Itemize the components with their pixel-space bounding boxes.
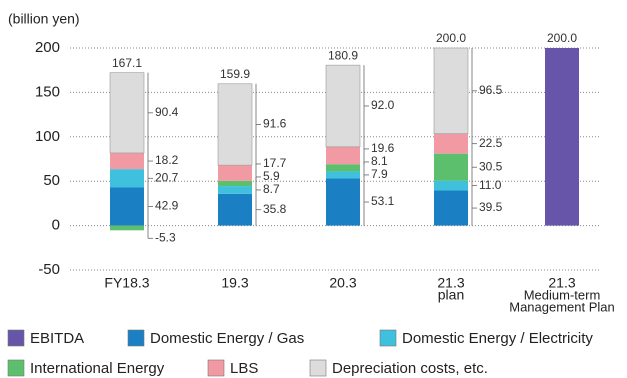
value-label: 42.9 <box>155 199 179 213</box>
bar-segment <box>218 180 252 187</box>
value-label: 96.5 <box>479 83 503 97</box>
x-tick-label: FY18.3 <box>104 275 149 291</box>
bar-segment <box>434 153 468 181</box>
x-tick-label: 21.3 <box>548 275 575 291</box>
x-tick-label: 21.3 <box>437 275 464 291</box>
value-label: 200.0 <box>547 31 577 45</box>
total-label: 167.1 <box>112 56 142 70</box>
value-label: 22.5 <box>479 136 503 150</box>
legend-swatch <box>7 359 25 377</box>
value-label: 39.5 <box>479 200 503 214</box>
x-tick-label: Medium-term <box>524 287 601 302</box>
bar-segment <box>218 186 252 194</box>
y-tick-label: 100 <box>35 128 60 145</box>
value-label: 17.7 <box>263 156 287 170</box>
bar-segment <box>434 190 468 226</box>
total-label: 159.9 <box>220 67 250 81</box>
value-label: 5.9 <box>263 169 280 183</box>
legend-swatch <box>127 329 145 347</box>
bar-segment <box>434 180 468 191</box>
value-label: 7.9 <box>371 167 388 181</box>
y-axis-label: (billion yen) <box>8 11 80 27</box>
value-label: 53.1 <box>371 194 395 208</box>
value-label: 35.8 <box>263 202 287 216</box>
bar-segment <box>218 165 252 181</box>
value-label: 8.7 <box>263 182 280 196</box>
total-label: 200.0 <box>436 31 466 45</box>
total-label: 180.9 <box>328 48 358 62</box>
bar-segment <box>545 48 579 226</box>
bar-segment <box>218 193 252 226</box>
y-tick-label: -50 <box>38 261 60 278</box>
x-tick-label: 20.3 <box>329 275 356 291</box>
value-label: 18.2 <box>155 153 179 167</box>
x-tick-label: plan <box>438 287 464 303</box>
value-label: 8.1 <box>371 154 388 168</box>
value-label: 30.5 <box>479 159 503 173</box>
bar-segment <box>110 169 144 188</box>
bar-segment <box>110 187 144 226</box>
legend-label: EBITDA <box>30 330 84 347</box>
value-label: 91.6 <box>263 117 287 131</box>
legend-label: Domestic Energy / Gas <box>150 330 304 347</box>
bar-segment <box>325 64 361 148</box>
bar-segment <box>326 146 360 165</box>
legend-label: Domestic Energy / Electricity <box>402 330 593 347</box>
value-label: 92.0 <box>371 98 395 112</box>
value-label: 20.7 <box>155 170 179 184</box>
value-label: 19.6 <box>371 141 395 155</box>
legend-swatch <box>379 329 397 347</box>
x-tick-label: Management Plan <box>509 299 615 314</box>
bar-segment <box>109 72 145 154</box>
bar-segment <box>434 133 468 154</box>
value-label: 90.4 <box>155 105 179 119</box>
legend-swatch <box>7 329 25 347</box>
bar-segment <box>326 178 360 226</box>
y-tick-label: 0 <box>52 217 60 234</box>
y-tick-label: 200 <box>35 39 60 56</box>
x-tick-label: 19.3 <box>221 275 248 291</box>
y-tick-label: 50 <box>43 172 60 189</box>
y-tick-label: 150 <box>35 83 60 100</box>
bar-segment <box>326 171 360 179</box>
bar-segment <box>326 164 360 172</box>
bar-segment <box>217 83 253 166</box>
bar-segment <box>110 225 144 231</box>
legend-label: International Energy <box>30 360 165 377</box>
legend-swatch <box>309 359 327 377</box>
bar-segment <box>110 152 144 170</box>
legend-swatch <box>207 359 225 377</box>
bar-segment <box>433 47 469 134</box>
legend-label: LBS <box>230 360 258 377</box>
value-label: -5.3 <box>155 230 176 244</box>
value-label: 11.0 <box>479 178 502 192</box>
legend-label: Depreciation costs, etc. <box>332 360 488 377</box>
